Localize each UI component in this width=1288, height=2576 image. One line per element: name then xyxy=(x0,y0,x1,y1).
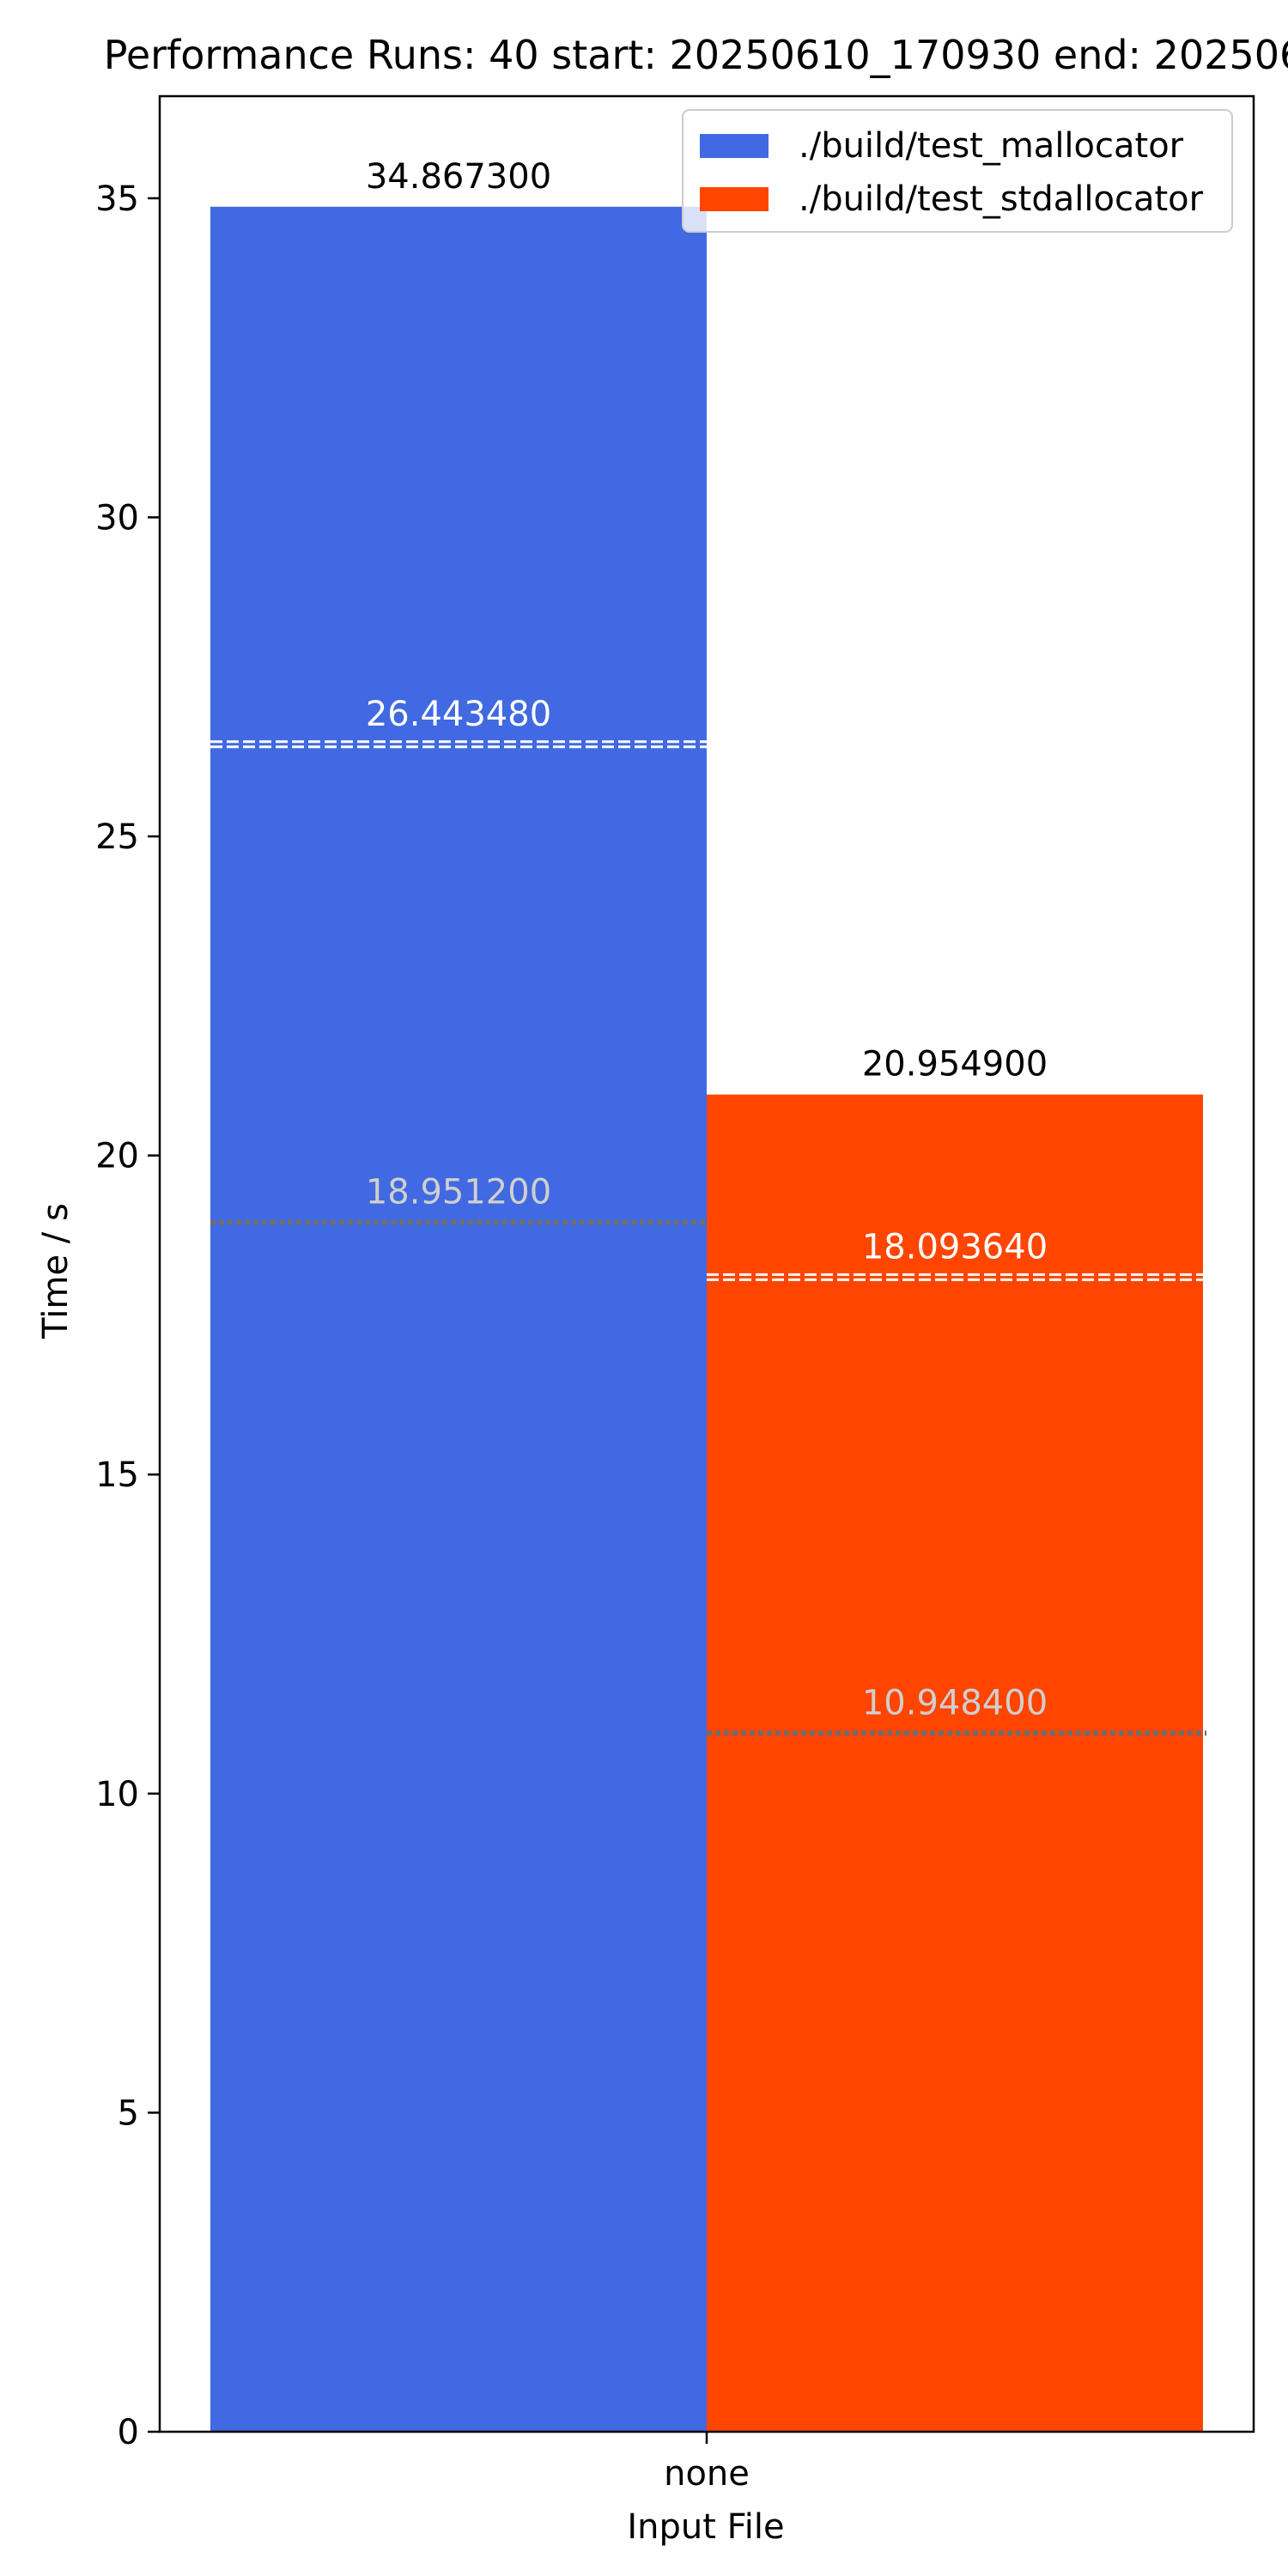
legend-label-1: ./build/test_stdallocator xyxy=(799,179,1204,219)
legend-swatch-0 xyxy=(700,134,769,158)
min-label-0: 18.951200 xyxy=(366,1173,551,1212)
legend-box xyxy=(682,109,1233,233)
bar-0 xyxy=(210,206,707,2432)
y-tick-label-5: 25 xyxy=(95,817,139,857)
chart-title: Performance Runs: 40 start: 20250610_170… xyxy=(104,32,1288,78)
y-tick-label-4: 20 xyxy=(95,1137,139,1176)
bar-max-label-0: 34.867300 xyxy=(366,157,551,197)
min-label-1: 10.948400 xyxy=(862,1683,1048,1722)
bar-1 xyxy=(707,1094,1203,2432)
y-axis-label: Time / s xyxy=(36,1203,76,1340)
y-tick-label-7: 35 xyxy=(95,179,139,219)
y-tick-label-6: 30 xyxy=(95,498,139,538)
y-tick-label-3: 15 xyxy=(95,1455,139,1495)
y-tick-label-0: 0 xyxy=(118,2413,139,2452)
y-tick-label-2: 10 xyxy=(95,1775,139,1814)
legend-label-0: ./build/test_mallocator xyxy=(799,126,1184,166)
mean-label-0: 26.443480 xyxy=(366,695,551,734)
x-axis-label: Input File xyxy=(627,2507,784,2547)
x-tick-label-0: none xyxy=(664,2454,750,2494)
y-tick-label-1: 5 xyxy=(118,2093,139,2133)
bar-max-label-1: 20.954900 xyxy=(862,1045,1048,1084)
legend-swatch-1 xyxy=(700,187,769,211)
mean-label-1: 18.093640 xyxy=(862,1227,1048,1267)
